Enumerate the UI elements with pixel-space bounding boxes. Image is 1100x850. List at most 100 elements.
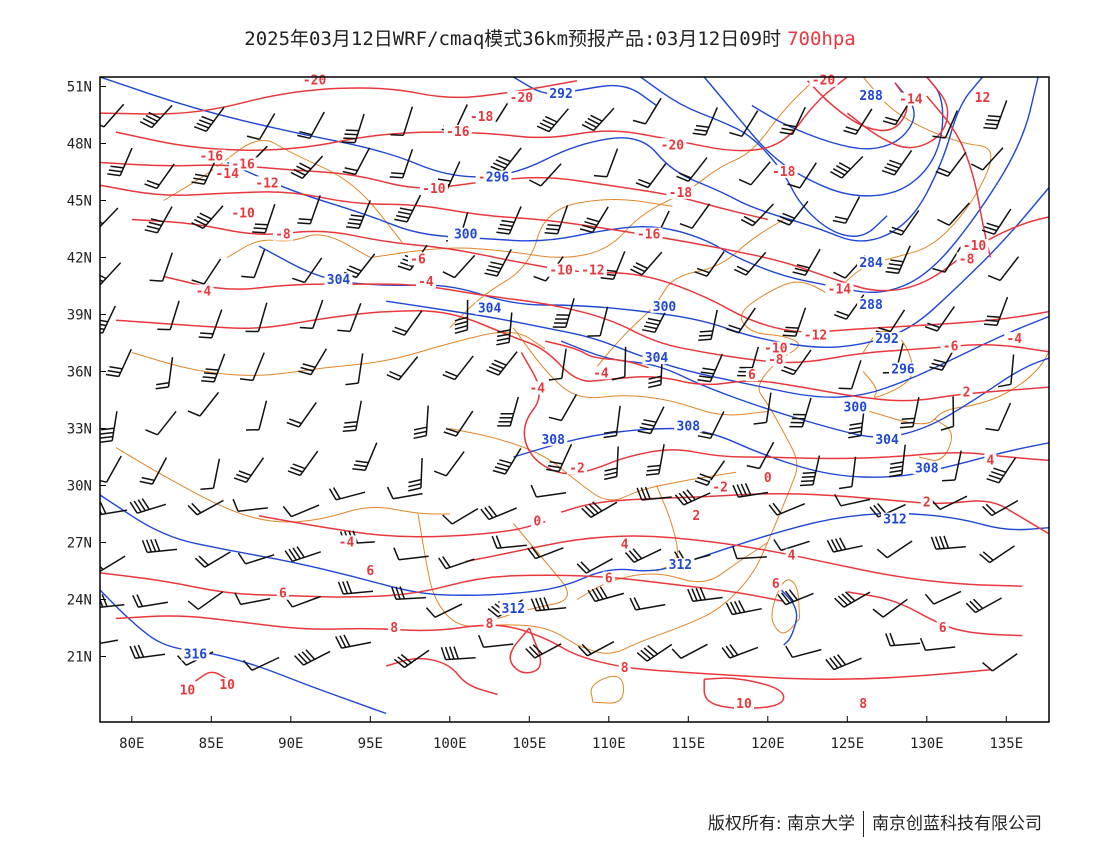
label-bg bbox=[253, 176, 281, 190]
axes: 80E 85E 90E 95E 100E 105E 110E 115E 120E 125E 130E… bbox=[67, 80, 1023, 753]
temperature-label: -4 bbox=[418, 275, 434, 290]
wind-barb bbox=[393, 547, 429, 561]
label-bg bbox=[451, 227, 480, 241]
wind-barb bbox=[496, 206, 522, 235]
temperature-label: -8 bbox=[275, 228, 291, 243]
wind-barb bbox=[732, 546, 767, 560]
lon-label: 135E bbox=[989, 736, 1023, 752]
label-bg bbox=[912, 461, 941, 475]
temperature-label: -8 bbox=[768, 353, 784, 368]
wind-barb bbox=[198, 309, 223, 339]
wind-barb bbox=[587, 586, 625, 603]
temperature-label: -4 bbox=[529, 382, 545, 397]
boundary-line bbox=[417, 513, 578, 646]
lat-label: 48N bbox=[67, 137, 92, 153]
lon-label: 105E bbox=[512, 736, 546, 752]
temperature-label: -12 bbox=[255, 176, 278, 191]
wind-barb bbox=[997, 354, 1015, 388]
wind-barb bbox=[636, 643, 673, 662]
wind-barb bbox=[187, 591, 224, 610]
wind-barb bbox=[768, 502, 806, 516]
wind-barb bbox=[193, 106, 225, 133]
geopotential-label: 292 bbox=[875, 332, 898, 347]
lon-label: 130E bbox=[910, 736, 944, 752]
wind-barb bbox=[692, 107, 718, 136]
map-title: 2025年03月12日WRF/cmaq模式36km预报产品:03月12日09时 7… bbox=[0, 24, 1100, 51]
label-bg bbox=[769, 164, 798, 178]
wind-barb bbox=[294, 649, 331, 666]
label-bg bbox=[745, 368, 758, 382]
temperature-contour bbox=[520, 352, 1049, 475]
temperature-label: -8 bbox=[959, 252, 975, 267]
label-bg bbox=[873, 432, 902, 446]
wind-barb bbox=[484, 249, 512, 277]
wind-barb bbox=[746, 441, 775, 470]
boundary-line bbox=[226, 234, 371, 258]
temperature-contour bbox=[846, 77, 949, 149]
title-main: 2025年03月12日WRF/cmaq模式36km预报产品:03月12日09时 bbox=[244, 28, 782, 50]
wind-barb bbox=[885, 632, 921, 647]
label-bg bbox=[761, 341, 790, 355]
wind-barb bbox=[935, 151, 967, 177]
boundary-line bbox=[115, 447, 450, 523]
wind-barb bbox=[940, 396, 955, 431]
wind-barb bbox=[694, 460, 726, 487]
wind-barb bbox=[100, 411, 118, 443]
temperature-label: -18 bbox=[772, 165, 796, 180]
temperature-label: -10 bbox=[963, 239, 987, 254]
wind-barb bbox=[604, 446, 619, 481]
temperature-contour bbox=[115, 77, 848, 152]
wind-barb bbox=[674, 489, 712, 506]
temperature-label: 10 bbox=[219, 678, 235, 693]
wind-barb bbox=[144, 206, 173, 234]
wind-barb bbox=[242, 656, 280, 671]
label-bg bbox=[960, 239, 989, 252]
label-bg bbox=[483, 170, 512, 184]
wind-barb bbox=[200, 458, 221, 490]
wind-barb bbox=[486, 351, 518, 376]
wind-barb bbox=[932, 110, 958, 139]
temperature-label: 6 bbox=[366, 564, 374, 579]
label-bg bbox=[769, 577, 782, 591]
temperature-label: 6 bbox=[772, 577, 780, 592]
temperature-label: 10 bbox=[736, 697, 752, 712]
wind-barb bbox=[546, 443, 573, 473]
label-bg bbox=[881, 512, 909, 526]
temperature-contour bbox=[100, 184, 1049, 292]
temperature-contour bbox=[847, 591, 1023, 637]
wind-barb bbox=[782, 307, 807, 337]
label-bg bbox=[920, 495, 933, 509]
wind-barb bbox=[885, 245, 911, 275]
label-bg bbox=[666, 185, 695, 199]
temperature-label: 8 bbox=[621, 661, 629, 676]
temperature-label: 8 bbox=[390, 621, 398, 636]
temperature-label: -12 bbox=[581, 264, 604, 279]
wind-barb bbox=[843, 108, 873, 135]
wind-barb bbox=[552, 298, 575, 328]
geopotential-contour bbox=[775, 583, 798, 646]
label-bg bbox=[336, 535, 357, 549]
temperature-contour bbox=[465, 535, 1023, 587]
wind-barb bbox=[687, 587, 723, 602]
plot-frame bbox=[99, 76, 1050, 723]
temperature-contour bbox=[560, 492, 1049, 535]
wind-barb bbox=[100, 262, 122, 286]
wind-barb bbox=[981, 208, 1012, 235]
wind-barb bbox=[753, 392, 772, 425]
temperature-contour bbox=[258, 515, 546, 538]
wind-barb bbox=[393, 649, 430, 669]
temperature-label: 4 bbox=[986, 454, 994, 469]
wind-barb bbox=[392, 310, 423, 336]
geopotential-label: 312 bbox=[502, 602, 525, 617]
wind-barb bbox=[987, 256, 1020, 282]
label-bg bbox=[213, 166, 242, 180]
wind-barb bbox=[612, 346, 627, 381]
wind-barb bbox=[899, 397, 920, 429]
lon-label: 100E bbox=[433, 736, 467, 752]
wind-barb bbox=[290, 155, 324, 179]
geopotential-label: 300 bbox=[653, 300, 677, 315]
wind-barb bbox=[100, 455, 122, 483]
wind-barb bbox=[979, 545, 1015, 564]
wind-barb bbox=[986, 457, 1017, 484]
wind-barb bbox=[433, 451, 465, 477]
